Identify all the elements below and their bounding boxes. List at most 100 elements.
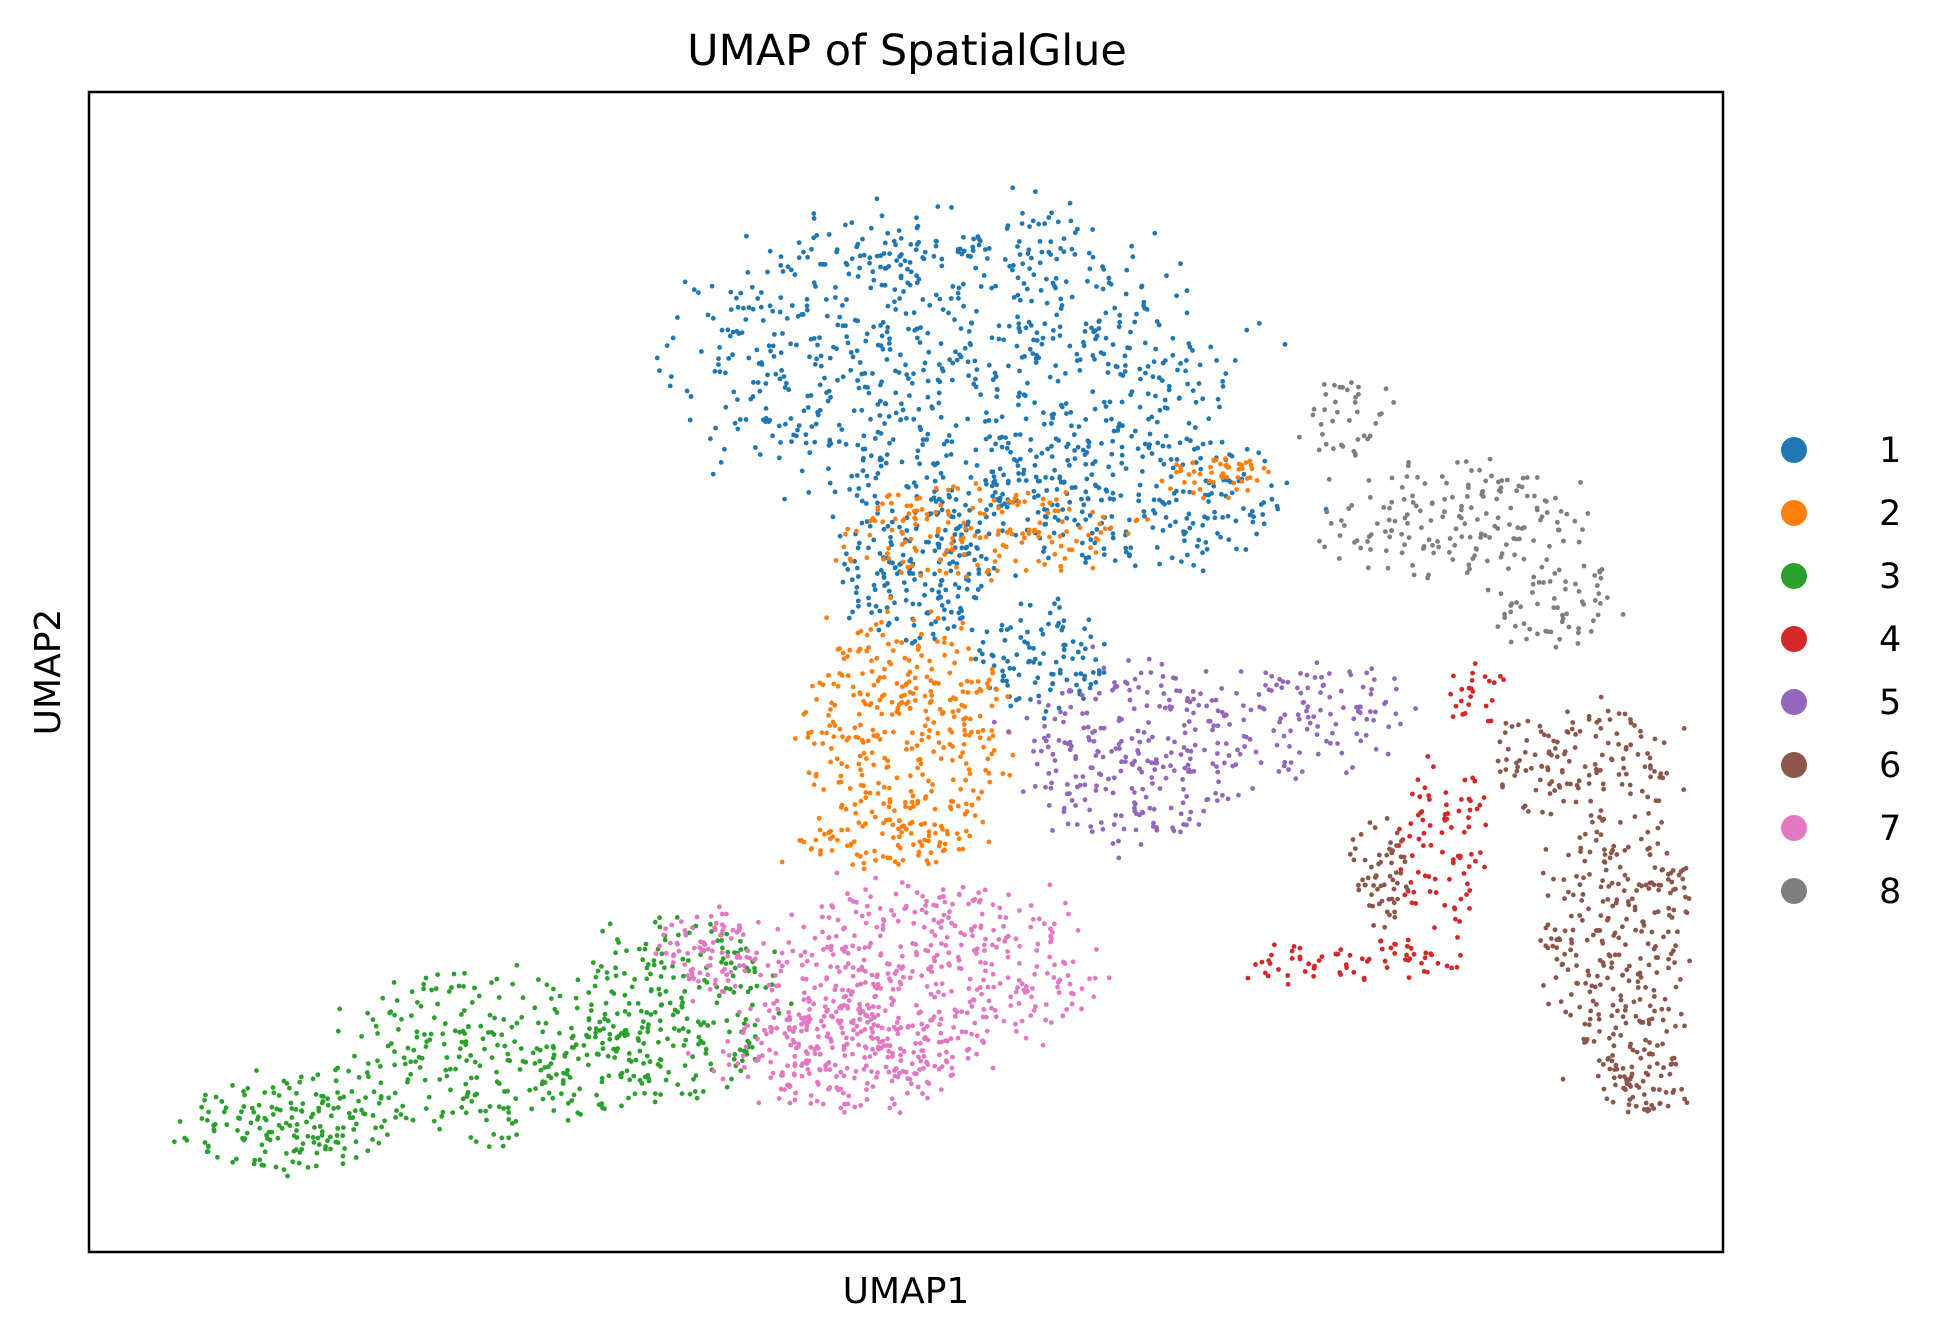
scatter-point (1096, 671, 1102, 677)
scatter-point (670, 963, 675, 969)
scatter-point (968, 926, 974, 932)
scatter-point (861, 1066, 867, 1072)
scatter-point (741, 1065, 747, 1070)
scatter-point (696, 985, 702, 990)
scatter-point (1386, 896, 1392, 902)
scatter-point (680, 956, 686, 962)
scatter-point (944, 935, 950, 940)
scatter-point (831, 681, 837, 687)
scatter-point (788, 1042, 793, 1048)
scatter-point (1658, 771, 1664, 776)
scatter-point (1618, 820, 1623, 825)
scatter-point (1037, 478, 1042, 484)
scatter-point (609, 989, 615, 994)
scatter-point (654, 355, 660, 361)
scatter-point (1162, 358, 1168, 363)
scatter-point (1150, 374, 1156, 380)
scatter-point (1178, 361, 1183, 366)
scatter-point (1109, 416, 1114, 422)
scatter-point (941, 745, 947, 751)
scatter-point (915, 1031, 921, 1036)
scatter-point (1485, 558, 1490, 564)
scatter-point (1504, 757, 1509, 763)
scatter-point (1023, 416, 1029, 422)
scatter-point (518, 1046, 524, 1051)
scatter-point (1337, 556, 1342, 561)
scatter-point (904, 747, 909, 752)
scatter-point (856, 761, 862, 767)
scatter-point (1186, 511, 1192, 517)
scatter-point (1193, 460, 1199, 465)
scatter-point (951, 1025, 956, 1030)
scatter-point (837, 726, 843, 732)
scatter-point (896, 370, 902, 375)
scatter-point (978, 925, 984, 930)
scatter-point (675, 315, 680, 320)
scatter-point (1682, 1023, 1687, 1029)
scatter-point (1381, 505, 1387, 510)
scatter-point (868, 894, 873, 900)
scatter-point (937, 568, 943, 574)
scatter-point (1360, 877, 1365, 883)
scatter-point (819, 904, 825, 909)
scatter-point (913, 685, 919, 691)
scatter-point (1393, 711, 1399, 717)
scatter-point (1044, 514, 1049, 520)
scatter-point (1088, 537, 1094, 543)
scatter-point (411, 1047, 417, 1053)
scatter-point (1178, 752, 1184, 757)
scatter-point (922, 592, 927, 598)
scatter-point (1174, 462, 1179, 468)
scatter-point (983, 968, 988, 974)
scatter-point (1266, 958, 1272, 963)
scatter-point (871, 682, 877, 688)
scatter-point (1191, 490, 1196, 496)
scatter-point (1616, 935, 1622, 941)
scatter-point (964, 574, 969, 579)
scatter-point (1220, 471, 1226, 476)
scatter-point (881, 251, 887, 256)
scatter-point (843, 222, 848, 228)
scatter-point (370, 1017, 376, 1023)
scatter-point (1669, 879, 1675, 885)
scatter-point (1568, 781, 1573, 787)
scatter-point (1474, 806, 1480, 812)
scatter-point (1183, 368, 1188, 374)
scatter-point (1249, 466, 1255, 472)
scatter-point (845, 567, 851, 572)
scatter-point (1413, 706, 1418, 711)
scatter-point (876, 627, 882, 633)
scatter-point (993, 283, 998, 289)
scatter-point (676, 1028, 682, 1033)
scatter-point (994, 696, 999, 702)
scatter-point (869, 658, 874, 664)
scatter-point (964, 1010, 970, 1016)
scatter-point (1083, 560, 1088, 565)
scatter-point (682, 989, 688, 994)
scatter-point (786, 1010, 792, 1015)
scatter-point (370, 1137, 375, 1142)
scatter-point (741, 963, 746, 968)
scatter-point (785, 264, 791, 270)
scatter-point (1036, 558, 1041, 564)
scatter-point (1163, 515, 1169, 520)
scatter-point (287, 1123, 293, 1128)
scatter-point (1547, 579, 1553, 584)
scatter-point (936, 545, 942, 550)
scatter-point (1072, 448, 1077, 453)
scatter-point (997, 905, 1003, 911)
scatter-point (710, 940, 716, 945)
scatter-point (506, 1110, 512, 1115)
scatter-point (1364, 670, 1370, 676)
scatter-point (1193, 399, 1199, 405)
scatter-point (947, 962, 952, 968)
scatter-point (1260, 512, 1266, 517)
scatter-point (611, 1046, 617, 1052)
scatter-point (956, 585, 962, 591)
scatter-point (1633, 1013, 1639, 1019)
scatter-point (840, 579, 846, 585)
scatter-point (1402, 892, 1408, 898)
scatter-point (262, 1115, 268, 1121)
scatter-point (938, 341, 944, 347)
scatter-point (1006, 478, 1011, 484)
